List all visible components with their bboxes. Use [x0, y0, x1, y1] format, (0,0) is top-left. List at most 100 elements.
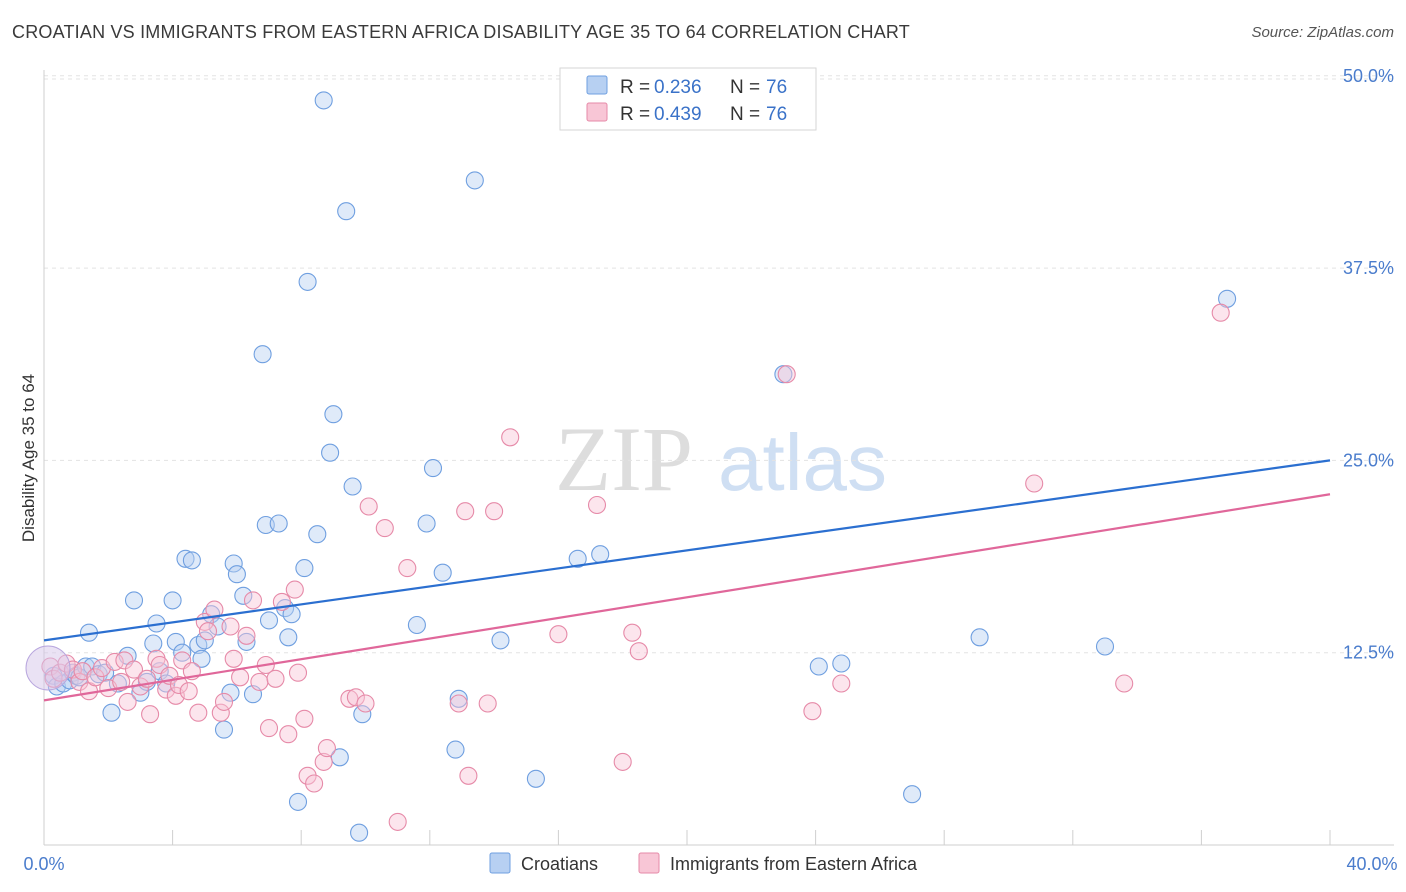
point-s0-54: [337, 202, 356, 221]
point-s1-65: [549, 625, 568, 644]
point-s1-41: [259, 719, 279, 738]
point-s0-59: [417, 514, 436, 533]
point-s1-28: [189, 703, 208, 722]
point-s1-60: [456, 502, 475, 521]
point-s1-56: [375, 519, 394, 538]
point-s1-13: [115, 651, 134, 670]
point-s0-52: [324, 405, 343, 424]
point-s1-45: [285, 580, 304, 599]
y-tick-label-0: 12.5%: [1343, 643, 1394, 663]
legend-n-value-2: 76: [766, 104, 787, 125]
point-s1-49: [305, 774, 324, 793]
point-s0-49: [308, 525, 327, 544]
point-s0-40: [256, 515, 275, 535]
y-tick-label-3: 50.0%: [1343, 66, 1394, 86]
point-s1-68: [623, 623, 642, 642]
legend-n-label-2: N =: [730, 104, 760, 125]
legend-r-label-2: R =: [620, 104, 650, 125]
point-s1-26: [179, 682, 198, 701]
legend-swatch-croatians-border: [586, 75, 608, 95]
x-ticks: [43, 830, 1331, 845]
watermark-zip: ZIP: [555, 408, 693, 510]
point-s1-64: [501, 428, 520, 447]
point-s1-50: [314, 752, 333, 771]
point-s0-73: [970, 628, 989, 647]
trend-line-s0: [43, 459, 1331, 642]
legend-swatch-eastern-africa-border: [586, 102, 608, 122]
point-s0-67: [568, 549, 587, 568]
point-s1-71: [803, 702, 822, 721]
legend-n-value-1: 76: [766, 77, 787, 98]
point-s0-72: [903, 785, 922, 804]
point-s0-56: [350, 823, 369, 842]
point-s1-47: [295, 709, 314, 728]
point-s1-66: [587, 495, 607, 515]
point-s0-47: [295, 559, 314, 578]
point-s1-61: [459, 766, 478, 785]
point-s1-63: [485, 502, 504, 521]
point-s0-63: [449, 689, 468, 708]
bottom-legend-label-eastern-africa: Immigrants from Eastern Africa: [670, 854, 918, 874]
series-eastern-africa-points: [41, 303, 1230, 831]
point-s1-34: [221, 617, 240, 636]
point-s0-34: [224, 554, 243, 573]
legend-swatch-eastern-africa: [587, 103, 607, 121]
point-s0-66: [526, 769, 545, 788]
point-s0-26: [182, 551, 201, 570]
point-s0-12: [102, 703, 121, 722]
point-s1-48: [298, 766, 317, 785]
point-s1-18: [141, 705, 160, 724]
point-s0-25: [176, 549, 195, 568]
point-s0-48: [298, 272, 317, 291]
point-s1-44: [279, 725, 298, 744]
bottom-legend-swatch-croatians: [490, 853, 510, 873]
y-tick-label-1: 25.0%: [1343, 450, 1394, 470]
point-s0-58: [407, 615, 426, 635]
point-s1-73: [1025, 474, 1044, 493]
point-s1-74: [1115, 674, 1134, 693]
point-s0-70: [809, 657, 828, 676]
legend-r-label-1: R =: [620, 77, 650, 98]
point-s0-71: [832, 654, 851, 673]
point-s1-32: [211, 703, 230, 722]
point-s0-65: [491, 631, 510, 650]
axes: [43, 70, 1394, 846]
watermark: ZIP atlas: [555, 408, 887, 510]
source-label: Source: ZipAtlas.com: [1251, 24, 1394, 41]
point-s1-39: [250, 672, 269, 691]
point-s0-51: [321, 443, 340, 462]
point-s1-31: [205, 600, 224, 619]
point-s0-42: [269, 514, 288, 533]
point-s0-60: [423, 459, 443, 478]
point-s1-37: [237, 626, 256, 645]
point-s1-72: [832, 674, 851, 693]
point-s1-36: [231, 668, 250, 687]
origin-cluster-marker: [25, 645, 71, 691]
y-tick-labels: 12.5% 25.0% 37.5% 50.0%: [1343, 66, 1394, 663]
point-s0-23: [166, 632, 185, 651]
bottom-legend-swatch-croatians-border: [489, 852, 511, 874]
point-s0-41: [259, 611, 279, 630]
y-axis-label: Disability Age 35 to 64: [19, 374, 38, 542]
trend-line-s1: [43, 493, 1331, 702]
x-tick-label-max: 40.0%: [1346, 854, 1397, 874]
point-s1-53: [346, 688, 365, 707]
gridlines: [44, 75, 1394, 654]
bottom-legend-swatch-eastern-africa-border: [638, 852, 660, 874]
point-s0-44: [279, 628, 298, 647]
legend-r-value-2: 0.439: [654, 104, 702, 125]
point-s0-62: [446, 740, 465, 759]
legend-n-label-1: N =: [730, 77, 760, 98]
bottom-legend-label-croatians: Croatians: [521, 854, 598, 874]
y-tick-label-2: 37.5%: [1343, 258, 1394, 278]
point-s0-64: [465, 171, 484, 190]
point-s0-24: [173, 643, 192, 662]
correlation-legend: R = 0.236 N = 76 R = 0.439 N = 76: [559, 67, 817, 131]
point-s0-61: [433, 563, 452, 582]
point-s0-37: [237, 632, 256, 651]
x-tick-label-min: 0.0%: [23, 854, 64, 874]
point-s1-55: [359, 497, 378, 516]
point-s1-11: [105, 652, 124, 671]
point-s1-12: [112, 672, 131, 691]
